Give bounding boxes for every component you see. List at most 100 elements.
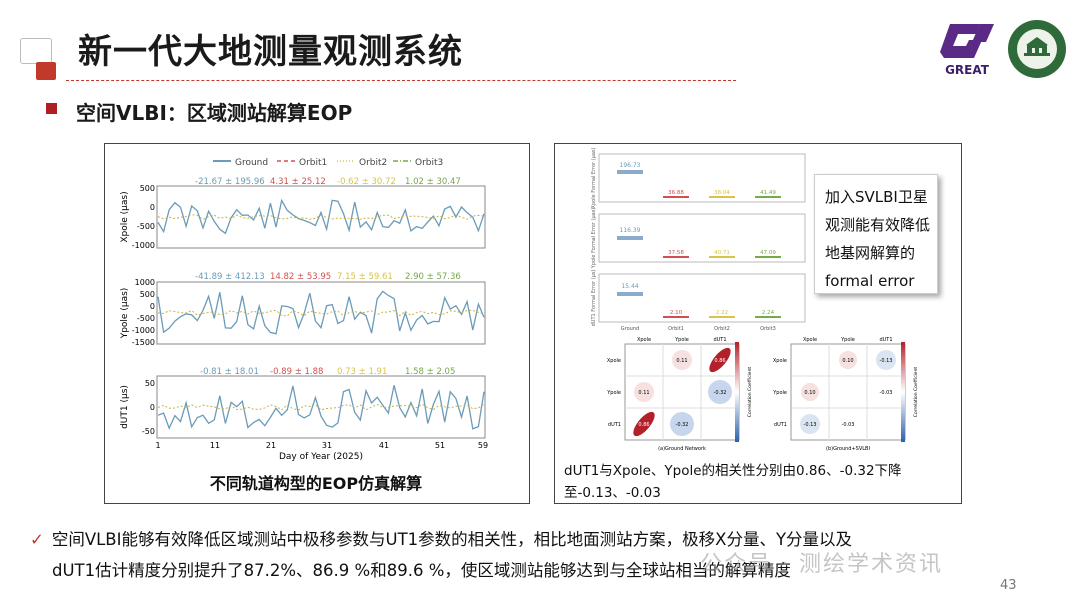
- svg-text:500: 500: [140, 290, 155, 299]
- svg-text:2.24: 2.24: [762, 310, 775, 316]
- title-divider: [66, 80, 736, 81]
- svg-text:Xpole (μas): Xpole (μas): [120, 191, 130, 242]
- svg-text:-0.32: -0.32: [676, 422, 689, 428]
- svg-text:2.10: 2.10: [670, 310, 683, 316]
- note-line: formal error: [825, 272, 915, 290]
- conclusion-text: ✓ 空间VLBI能够有效降低区域测站中极移参数与UT1参数的相关性，相比地面测站方…: [30, 524, 1050, 586]
- svlbi-note-box: 加入SVLBI卫星 观测能有效降低 地基网解算的 formal error: [814, 174, 938, 294]
- svg-text:0.10: 0.10: [842, 358, 853, 364]
- ypole-formal-error-panel: Ypole Formal Error (μas) 116.39 37.58 40…: [591, 208, 806, 270]
- svg-text:dUT1: dUT1: [713, 337, 726, 343]
- svg-text:Xpole: Xpole: [637, 337, 651, 343]
- svg-text:37.58: 37.58: [668, 250, 684, 256]
- svg-text:-0.03: -0.03: [842, 422, 855, 428]
- svg-text:1: 1: [155, 441, 160, 450]
- svg-text:(a)Ground Network: (a)Ground Network: [658, 446, 706, 452]
- svg-text:Ypole: Ypole: [606, 390, 621, 396]
- svg-text:36.88: 36.88: [668, 190, 684, 196]
- svg-text:Orbit1: Orbit1: [668, 326, 684, 332]
- svg-text:dUT1 (μs): dUT1 (μs): [120, 385, 130, 429]
- svg-text:51: 51: [435, 441, 445, 450]
- svg-text:50: 50: [145, 379, 155, 388]
- svg-text:Ground: Ground: [235, 158, 268, 168]
- wuhan-university-seal: [1006, 18, 1068, 80]
- svg-text:Ypole: Ypole: [674, 337, 689, 343]
- svg-text:Orbit2: Orbit2: [359, 158, 387, 168]
- svg-text:dUT1: dUT1: [774, 422, 787, 428]
- svg-text:21: 21: [266, 441, 276, 450]
- svg-text:Xpole: Xpole: [803, 337, 817, 343]
- svg-text:Orbit1: Orbit1: [299, 158, 327, 168]
- section-bullet: [46, 103, 57, 114]
- svg-text:(b)Ground+SVLBI: (b)Ground+SVLBI: [826, 446, 870, 452]
- check-icon: ✓: [30, 530, 44, 549]
- figure-legend: Ground Orbit1 Orbit2 Orbit3: [213, 158, 443, 168]
- svg-text:Orbit3: Orbit3: [415, 158, 443, 168]
- svg-text:15.44: 15.44: [621, 283, 638, 290]
- svg-text:-0.13: -0.13: [804, 422, 817, 428]
- x-axis: 1 11 21 31 41 51 59 Day of Year (2025): [155, 441, 488, 462]
- svg-text:dUT1: dUT1: [879, 337, 892, 343]
- svg-text:Ypole: Ypole: [840, 337, 855, 343]
- note-line: 加入SVLBI卫星: [825, 188, 928, 206]
- svg-text:Ypole: Ypole: [772, 390, 787, 396]
- svg-text:Xpole: Xpole: [773, 358, 787, 364]
- svg-text:0.86: 0.86: [638, 422, 649, 428]
- svg-text:-1000: -1000: [132, 241, 155, 250]
- svg-text:14.82 ± 53.95: 14.82 ± 53.95: [270, 272, 331, 282]
- svg-text:-0.81 ± 18.01: -0.81 ± 18.01: [200, 367, 259, 377]
- svg-text:2.22: 2.22: [716, 310, 728, 316]
- svg-text:0.10: 0.10: [804, 390, 815, 396]
- svg-text:0: 0: [150, 302, 155, 311]
- svg-text:0.86: 0.86: [714, 358, 725, 364]
- svg-text:-500: -500: [137, 222, 155, 231]
- svg-text:0: 0: [150, 203, 155, 212]
- svg-text:0: 0: [150, 403, 155, 412]
- left-figure-caption: 不同轨道构型的EOP仿真解算: [209, 474, 423, 493]
- svg-text:1.58 ± 2.05: 1.58 ± 2.05: [405, 367, 455, 377]
- svg-text:-1500: -1500: [132, 338, 155, 347]
- page-title: 新一代大地测量观测系统: [78, 32, 463, 72]
- svg-text:dUT1: dUT1: [608, 422, 621, 428]
- note-line: 地基网解算的: [825, 244, 916, 262]
- svg-text:-50: -50: [142, 427, 155, 436]
- dut1-formal-error-panel: dUT1 Formal Error (μs) 15.44 2.10 2.22 2…: [591, 270, 806, 332]
- svg-text:-0.62 ± 30.72: -0.62 ± 30.72: [337, 177, 396, 187]
- svg-text:Xpole Formal Error (μas): Xpole Formal Error (μas): [591, 148, 597, 209]
- svg-text:Ypole Formal Error (μas): Ypole Formal Error (μas): [591, 208, 597, 270]
- page-number: 43: [1000, 578, 1017, 593]
- svg-text:-41.89 ± 412.13: -41.89 ± 412.13: [195, 272, 265, 282]
- eop-simulation-figure: Ground Orbit1 Orbit2 Orbit3 500 0 -500 -…: [104, 143, 530, 504]
- svg-text:2.90 ± 57.36: 2.90 ± 57.36: [405, 272, 461, 282]
- correlation-matrix-svlbi: Xpole Ypole dUT1 Xpole Ypole dUT1 0.10 -…: [772, 337, 919, 452]
- note-line: 观测能有效降低: [825, 216, 931, 234]
- svg-text:116.39: 116.39: [620, 227, 641, 234]
- svg-text:-0.32: -0.32: [714, 390, 727, 396]
- svg-text:500: 500: [140, 184, 155, 193]
- svg-text:Orbit3: Orbit3: [760, 326, 776, 332]
- svg-text:-500: -500: [137, 314, 155, 323]
- conclusion-line-1: 空间VLBI能够有效降低区域测站中极移参数与UT1参数的相关性，相比地面测站方案…: [51, 530, 853, 549]
- svg-text:Xpole: Xpole: [607, 358, 621, 364]
- svg-text:dUT1 Formal Error (μs): dUT1 Formal Error (μs): [591, 270, 597, 327]
- title-decoration-red: [36, 62, 56, 80]
- great-logo: GREAT: [936, 18, 998, 78]
- right-figure-caption: dUT1与Xpole、Ypole的相关性分别由0.86、-0.32下降至-0.1…: [564, 463, 902, 501]
- svg-text:-0.03: -0.03: [880, 390, 893, 396]
- svg-text:196.73: 196.73: [620, 162, 641, 169]
- svg-text:1000: 1000: [135, 278, 155, 287]
- section-heading: 空间VLBI：区域测站解算EOP: [76, 101, 353, 125]
- svg-text:-1000: -1000: [132, 326, 155, 335]
- dut1-panel: 50 0 -50 dUT1 (μs) -0.81 ± 18.01 -0.89 ±…: [120, 367, 486, 439]
- svg-text:11: 11: [210, 441, 220, 450]
- svg-text:Orbit2: Orbit2: [714, 326, 730, 332]
- xpole-formal-error-panel: Xpole Formal Error (μas) 196.73 36.88 38…: [591, 148, 806, 209]
- svg-text:Correlation Coefficient: Correlation Coefficient: [747, 367, 753, 418]
- svg-text:41: 41: [379, 441, 389, 450]
- svg-text:0.11: 0.11: [638, 390, 649, 396]
- svg-text:4.31 ± 25.12: 4.31 ± 25.12: [270, 177, 326, 187]
- svg-text:0.73 ± 1.91: 0.73 ± 1.91: [337, 367, 387, 377]
- svg-text:-0.13: -0.13: [880, 358, 893, 364]
- svg-text:1.02 ± 30.47: 1.02 ± 30.47: [405, 177, 461, 187]
- conclusion-line-2: dUT1估计精度分别提升了87.2%、86.9 %和89.6 %，使区域测站能够…: [52, 561, 791, 580]
